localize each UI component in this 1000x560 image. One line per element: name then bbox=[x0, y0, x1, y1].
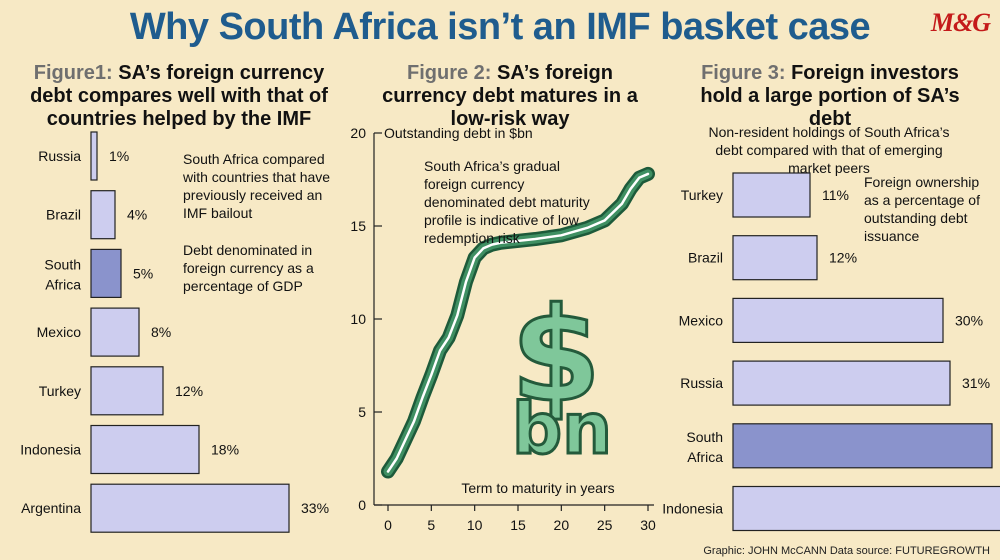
bar-mexico bbox=[90, 307, 140, 357]
category-label-brazil: Brazil bbox=[46, 207, 81, 223]
value-label-russia: 31% bbox=[962, 375, 990, 391]
value-label-turkey: 12% bbox=[175, 383, 203, 399]
figure3-note: Foreign ownership as a percentage of out… bbox=[864, 174, 980, 244]
bar-argentina bbox=[90, 483, 290, 533]
value-label-russia: 1% bbox=[109, 148, 129, 164]
x-tick-label: 5 bbox=[427, 517, 435, 533]
bar-mexico bbox=[732, 297, 944, 343]
y-tick-label: 10 bbox=[350, 311, 366, 327]
x-tick-label: 0 bbox=[384, 517, 392, 533]
figure2-title-rest: SA’s foreign currency debt matures in a … bbox=[382, 62, 638, 130]
figure3-title-rest: Foreign investors hold a large portion o… bbox=[700, 62, 960, 130]
figure1-title: Figure1: SA’s foreign currency debt comp… bbox=[14, 62, 344, 131]
dollar-bn-text: bn bbox=[512, 388, 612, 470]
value-label-south-africa: 5% bbox=[133, 265, 153, 281]
value-label-brazil: 12% bbox=[829, 250, 857, 266]
bar-russia bbox=[732, 360, 951, 406]
y-axis-title: Outstanding debt in $bn bbox=[384, 125, 533, 141]
category-label-mexico: Mexico bbox=[37, 324, 82, 340]
figure1-note-1: South Africa compared with countries tha… bbox=[183, 151, 331, 221]
value-label-indonesia: 18% bbox=[211, 442, 239, 458]
bar-south-africa bbox=[90, 248, 122, 299]
category-label-turkey: Turkey bbox=[681, 187, 723, 203]
value-label-mexico: 8% bbox=[151, 324, 171, 340]
category-label-argentina: Argentina bbox=[21, 500, 81, 516]
value-label-turkey: 11% bbox=[822, 187, 849, 203]
y-tick-label: 0 bbox=[358, 497, 366, 513]
category-label-turkey: Turkey bbox=[39, 383, 81, 399]
value-label-mexico: 30% bbox=[955, 312, 983, 328]
bar-south-africa bbox=[732, 423, 993, 469]
bar-brazil bbox=[90, 190, 116, 240]
series-line-highlight bbox=[386, 172, 650, 473]
bar-turkey bbox=[90, 366, 164, 416]
credit-line: Graphic: JOHN McCANN Data source: FUTURE… bbox=[703, 545, 990, 557]
x-tick-label: 20 bbox=[554, 517, 570, 533]
x-tick-label: 15 bbox=[510, 517, 526, 533]
figure2-note: South Africa’s gradual foreign currency … bbox=[424, 158, 590, 246]
category-label-brazil: Brazil bbox=[688, 250, 723, 266]
category-label-russia: Russia bbox=[680, 375, 723, 391]
x-axis-title: Term to maturity in years bbox=[461, 480, 614, 496]
x-tick-label: 10 bbox=[467, 517, 483, 533]
x-tick-label: 25 bbox=[597, 517, 613, 533]
category-label-south-africa: South Africa bbox=[686, 429, 723, 465]
page-title: Why South Africa isn’t an IMF basket cas… bbox=[129, 6, 871, 48]
figure1-chart: Russia 1% Brazil 4% South Africa 5% Mexico 8% Tur… bbox=[20, 131, 329, 533]
category-label-russia: Russia bbox=[38, 148, 81, 164]
value-label-argentina: 33% bbox=[301, 500, 329, 516]
figure2-title: Figure 2: SA’s foreign currency debt mat… bbox=[365, 62, 655, 131]
bar-brazil bbox=[732, 235, 818, 281]
figure3-title-lead: Figure 3: bbox=[701, 62, 786, 84]
figure2-chart: 0 5 10 15 20 0 5 10 15 20 25 30 Outstanding debt in … bbox=[350, 125, 656, 533]
figure2-title-lead: Figure 2: bbox=[407, 62, 492, 84]
figure1-title-rest: SA’s foreign currency debt compares well… bbox=[30, 62, 328, 130]
figure3-chart: Turkey 11% Brazil 12% Mexico 30% Russia 31% Sout… bbox=[662, 172, 1000, 532]
y-tick-label: 5 bbox=[358, 404, 366, 420]
figure1-note-2: Debt denominated in foreign currency as … bbox=[183, 242, 314, 294]
bar-turkey bbox=[732, 172, 811, 218]
mg-logo: M&G bbox=[930, 8, 991, 37]
bar-russia bbox=[90, 131, 98, 181]
category-label-south-africa: South Africa bbox=[44, 256, 81, 292]
dollar-symbol: $ bbox=[511, 279, 601, 431]
y-tick-label: 20 bbox=[350, 125, 366, 141]
bar-indonesia bbox=[732, 485, 1000, 532]
y-tick-label: 15 bbox=[350, 218, 366, 234]
figure1-title-lead: Figure1: bbox=[33, 62, 113, 84]
category-label-mexico: Mexico bbox=[679, 312, 724, 328]
figure3-subtitle: Non-resident holdings of South Africa’s … bbox=[708, 124, 950, 176]
figure3-title: Figure 3: Foreign investors hold a large… bbox=[680, 62, 980, 131]
x-tick-label: 30 bbox=[640, 517, 656, 533]
category-label-indonesia: Indonesia bbox=[20, 442, 81, 458]
bar-indonesia bbox=[90, 424, 200, 475]
category-label-indonesia: Indonesia bbox=[662, 501, 723, 517]
value-label-brazil: 4% bbox=[127, 207, 147, 223]
